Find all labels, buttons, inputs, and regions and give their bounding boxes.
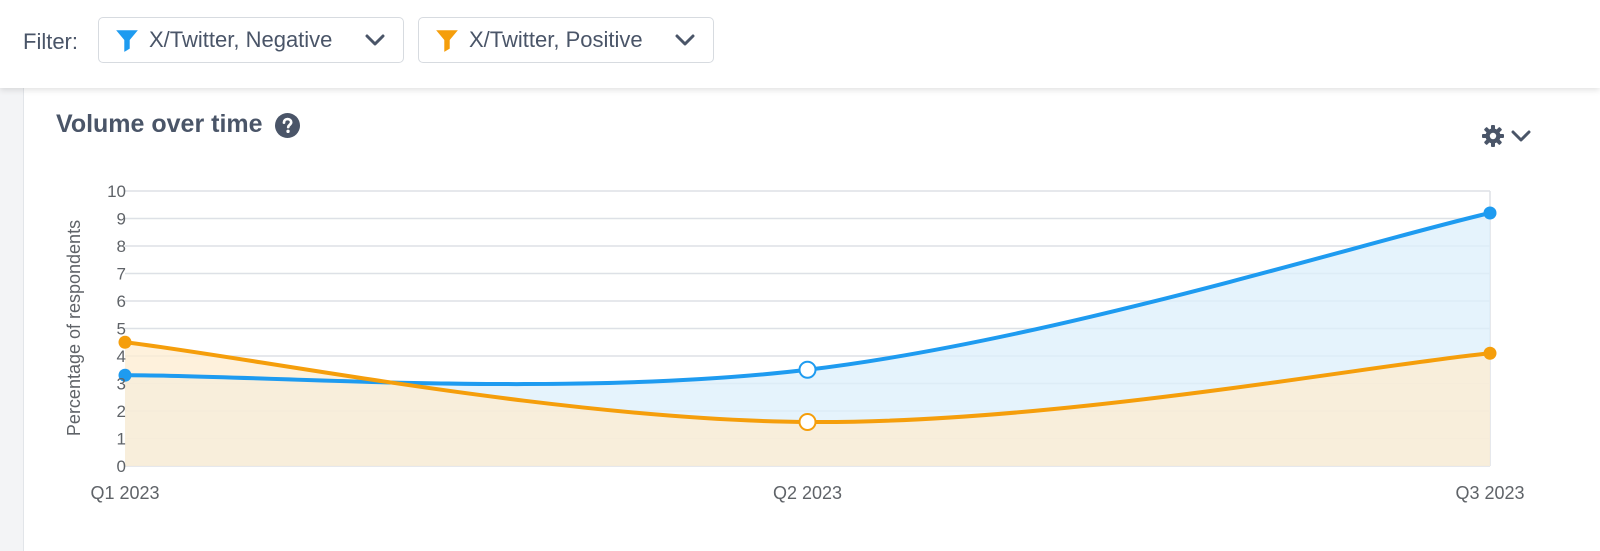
y-tick-label: 1 [117, 430, 126, 449]
y-tick-label: 7 [117, 265, 126, 284]
y-tick-label: 8 [117, 237, 126, 256]
y-tick-label: 2 [117, 402, 126, 421]
chevron-down-icon [365, 34, 385, 46]
chevron-down-icon [1511, 130, 1531, 142]
y-tick-label: 6 [117, 292, 126, 311]
x-tick-label: Q3 2023 [1455, 483, 1524, 503]
question-circle-icon[interactable] [275, 113, 300, 138]
y-tick-label: 3 [117, 375, 126, 394]
y-tick-label: 9 [117, 210, 126, 229]
data-point[interactable] [118, 335, 132, 349]
x-tick-label: Q1 2023 [90, 483, 159, 503]
chart-areas [125, 213, 1490, 466]
card-title: Volume over time [56, 110, 263, 138]
x-tick-label: Q2 2023 [773, 483, 842, 503]
x-axis-ticks: Q1 2023 Q2 2023 Q3 2023 [90, 483, 1524, 503]
filter-chip-label: X/Twitter, Negative [149, 27, 333, 52]
y-tick-label: 0 [117, 457, 126, 476]
y-axis-label: Percentage of respondents [64, 220, 84, 436]
series-area [125, 342, 1490, 466]
funnel-icon [116, 30, 138, 52]
chart-settings-menu[interactable] [1481, 124, 1532, 148]
data-point[interactable] [118, 368, 132, 382]
data-point[interactable] [1483, 206, 1497, 220]
data-point[interactable] [798, 413, 817, 431]
funnel-icon [436, 30, 458, 52]
y-tick-label: 5 [117, 320, 126, 339]
filter-label: Filter: [23, 29, 78, 54]
chevron-down-icon [675, 34, 695, 46]
filter-chip-negative[interactable]: X/Twitter, Negative [98, 17, 404, 63]
filter-chip-positive[interactable]: X/Twitter, Positive [418, 17, 714, 63]
chart-points [118, 206, 1497, 431]
filter-bar: Filter: X/Twitter, Negative X/Twitter, P… [0, 0, 1600, 88]
y-tick-label: 10 [107, 182, 126, 201]
data-point[interactable] [1483, 346, 1497, 360]
data-point[interactable] [798, 360, 817, 379]
filter-chip-label: X/Twitter, Positive [469, 27, 643, 52]
gear-icon [1482, 125, 1504, 147]
y-axis-ticks: 0 1 2 3 4 5 6 7 8 9 10 [107, 182, 126, 476]
y-tick-label: 4 [117, 347, 126, 366]
